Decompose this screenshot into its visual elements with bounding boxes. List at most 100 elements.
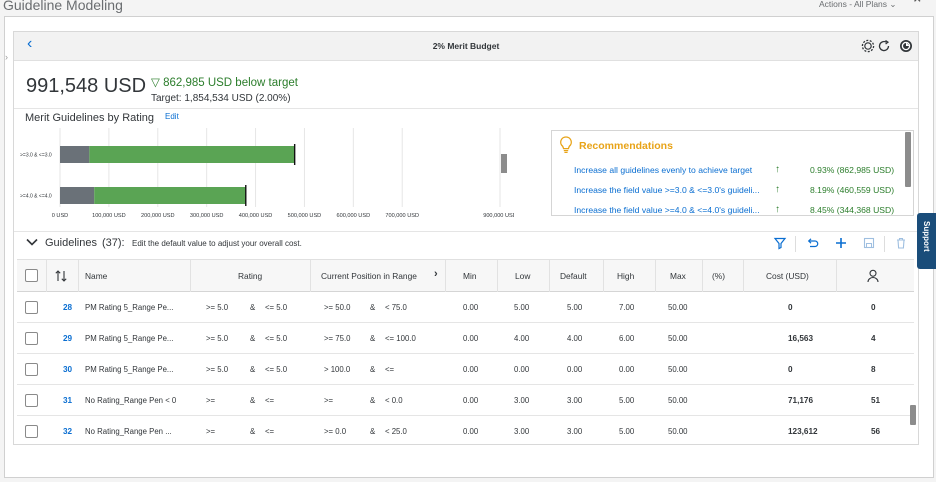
- row-checkbox[interactable]: [25, 363, 38, 376]
- edit-link[interactable]: Edit: [165, 112, 179, 121]
- position-max: <= 100.0: [385, 334, 416, 343]
- low-value: 3.00: [514, 396, 530, 405]
- x-tick-label: 0 USD: [52, 213, 68, 219]
- recommendation-link[interactable]: Increase the field value >=4.0 & <=4.0's…: [574, 205, 760, 215]
- divider: [14, 231, 918, 232]
- row-id-link[interactable]: 32: [63, 427, 73, 436]
- position-max: < 25.0: [385, 427, 407, 436]
- person-icon[interactable]: [867, 269, 879, 283]
- scrollbar-thumb[interactable]: [905, 132, 911, 187]
- cost-value: 123,612: [788, 427, 818, 436]
- column-header-default[interactable]: Default: [560, 271, 587, 281]
- actions-menu[interactable]: Actions - All Plans ⌄: [819, 0, 897, 10]
- save-icon[interactable]: [862, 236, 876, 250]
- table-row[interactable]: 30 PM Rating 5_Range Pe... >= 5.0 & <= 5.0 > …: [17, 354, 914, 385]
- add-icon[interactable]: [834, 236, 848, 250]
- recommendation-link[interactable]: Increase the field value >=3.0 & <=3.0's…: [574, 185, 760, 195]
- column-header-rating[interactable]: Rating: [238, 271, 263, 281]
- select-all-checkbox[interactable]: [25, 269, 38, 282]
- table-scrollbar-thumb[interactable]: [910, 405, 916, 425]
- undo-icon[interactable]: [805, 236, 819, 250]
- high-value: 6.00: [619, 334, 635, 343]
- row-id-link[interactable]: 29: [63, 334, 73, 343]
- help-icon[interactable]: [899, 39, 913, 53]
- rating-min: >=: [206, 396, 216, 405]
- rating-and: &: [250, 303, 256, 312]
- table-row[interactable]: 28 PM Rating 5_Range Pe... >= 5.0 & <= 5.0 >=…: [17, 292, 914, 323]
- rating-and: &: [250, 365, 256, 374]
- recommendation-value: 0.93% (862,985 USD): [810, 165, 895, 175]
- rating-max: <= 5.0: [265, 365, 288, 374]
- toolbar-separator: [795, 236, 796, 252]
- rating-min: >= 5.0: [206, 303, 229, 312]
- min-value: 0.00: [463, 303, 479, 312]
- column-expand-icon[interactable]: ›: [434, 268, 438, 280]
- high-value: 0.00: [619, 365, 635, 374]
- row-id-link[interactable]: 31: [63, 396, 73, 405]
- sort-icon[interactable]: [54, 269, 68, 283]
- chart-scrollbar-thumb: [501, 154, 507, 173]
- y-category-label: >=4.0 & <=4.0: [20, 194, 52, 200]
- people-count: 56: [871, 427, 881, 436]
- min-value: 0.00: [463, 396, 479, 405]
- column-header-cost[interactable]: Cost (USD): [766, 271, 809, 281]
- people-count: 0: [871, 303, 876, 312]
- max-value: 50.00: [668, 303, 688, 312]
- bar-segment: [89, 146, 295, 163]
- recommendation-item[interactable]: Increase the field value >=4.0 & <=4.0's…: [574, 204, 906, 219]
- people-count: 8: [871, 365, 876, 374]
- row-id-link[interactable]: 28: [63, 303, 73, 312]
- table-row[interactable]: 31 No Rating_Range Pen < 0 >= & <= >= & < 0.0 0.…: [17, 385, 914, 416]
- row-checkbox[interactable]: [25, 394, 38, 407]
- column-header-high[interactable]: High: [617, 271, 635, 281]
- cost-value: 0: [788, 365, 793, 374]
- close-icon[interactable]: ⌃: [911, 0, 924, 13]
- row-id-link[interactable]: 30: [63, 365, 73, 374]
- high-value: 5.00: [619, 427, 635, 436]
- x-tick-label: 900,000 USD: [483, 213, 514, 219]
- cost-value: 71,176: [788, 396, 814, 405]
- side-expand-icon[interactable]: ›: [5, 52, 8, 62]
- rating-max: <=: [265, 396, 275, 405]
- row-checkbox[interactable]: [25, 425, 38, 438]
- bar-segment: [94, 187, 246, 204]
- low-value: 5.00: [514, 303, 530, 312]
- people-count: 4: [871, 334, 876, 343]
- toolbar-separator: [884, 236, 885, 252]
- table-row[interactable]: 32 No Rating_Range Pen ... >= & <= >= 0.0 & < 2…: [17, 416, 914, 444]
- row-name: PM Rating 5_Range Pe...: [85, 365, 174, 374]
- recommendation-item[interactable]: Increase all guidelines evenly to achiev…: [574, 164, 906, 179]
- column-header-low[interactable]: Low: [515, 271, 531, 281]
- x-tick-label: 700,000 USD: [385, 213, 419, 219]
- column-header-max[interactable]: Max: [670, 271, 686, 281]
- row-checkbox[interactable]: [25, 332, 38, 345]
- default-value: 0.00: [567, 365, 583, 374]
- column-header-name[interactable]: Name: [85, 271, 108, 281]
- position-min: >= 0.0: [324, 427, 347, 436]
- back-icon[interactable]: ‹: [27, 35, 33, 52]
- support-tab[interactable]: Support: [917, 213, 936, 269]
- column-divider: [445, 260, 446, 292]
- delete-icon[interactable]: [894, 236, 908, 250]
- row-checkbox[interactable]: [25, 301, 38, 314]
- panel-header: ‹ 2% Merit Budget: [14, 32, 918, 61]
- recommendation-link[interactable]: Increase all guidelines evenly to achiev…: [574, 165, 753, 175]
- settings-icon[interactable]: [861, 39, 875, 53]
- recommendation-item[interactable]: Increase the field value >=3.0 & <=3.0's…: [574, 184, 906, 199]
- column-header-percent[interactable]: (%): [712, 271, 726, 281]
- position-and: &: [370, 427, 376, 436]
- column-header-position[interactable]: Current Position in Range: [321, 271, 417, 281]
- triangle-down-icon: ▽: [151, 77, 160, 89]
- position-max: < 0.0: [385, 396, 403, 405]
- max-value: 50.00: [668, 365, 688, 374]
- x-tick-label: 500,000 USD: [288, 213, 322, 219]
- filter-icon[interactable]: [773, 236, 787, 250]
- position-and: &: [370, 396, 376, 405]
- refresh-icon[interactable]: [877, 39, 891, 53]
- column-header-min[interactable]: Min: [463, 271, 477, 281]
- column-divider: [78, 260, 79, 292]
- support-label: Support: [922, 221, 931, 252]
- position-and: &: [370, 365, 376, 374]
- table-row[interactable]: 29 PM Rating 5_Range Pe... >= 5.0 & <= 5.0 >=…: [17, 323, 914, 354]
- chevron-down-icon[interactable]: [25, 235, 39, 249]
